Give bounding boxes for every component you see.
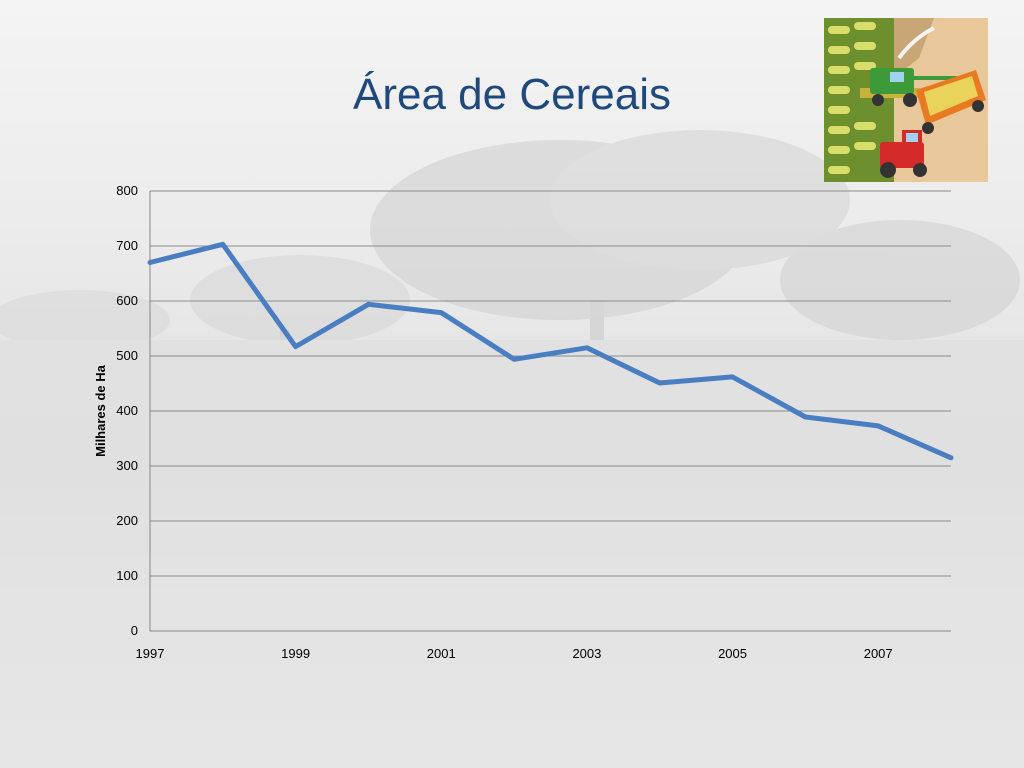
x-tick-label: 2007 [864, 646, 893, 661]
x-tick-label: 1999 [281, 646, 310, 661]
y-tick-label: 400 [116, 403, 138, 418]
y-tick-label: 700 [116, 238, 138, 253]
x-tick-label: 1997 [136, 646, 165, 661]
y-tick-label: 600 [116, 293, 138, 308]
y-tick-label: 0 [131, 623, 138, 638]
y-tick-label: 500 [116, 348, 138, 363]
y-tick-labels: 0 100 200 300 400 500 600 700 800 [116, 183, 138, 638]
series-line [147, 241, 954, 461]
y-tick-label: 200 [116, 513, 138, 528]
x-tick-label: 2003 [572, 646, 601, 661]
harvest-tractors-icon [824, 18, 988, 182]
grid-lines [150, 190, 951, 577]
series-group [147, 241, 954, 461]
y-tick-label: 300 [116, 458, 138, 473]
x-tick-labels: 1997 1999 2001 2003 2005 2007 [136, 646, 893, 661]
y-tick-label: 800 [116, 183, 138, 198]
x-tick-label: 2005 [718, 646, 747, 661]
y-tick-label: 100 [116, 568, 138, 583]
x-tick-label: 2001 [427, 646, 456, 661]
slide-title: Área de Cereais [353, 70, 671, 119]
y-axis-label: Milhares de Ha [93, 364, 108, 457]
